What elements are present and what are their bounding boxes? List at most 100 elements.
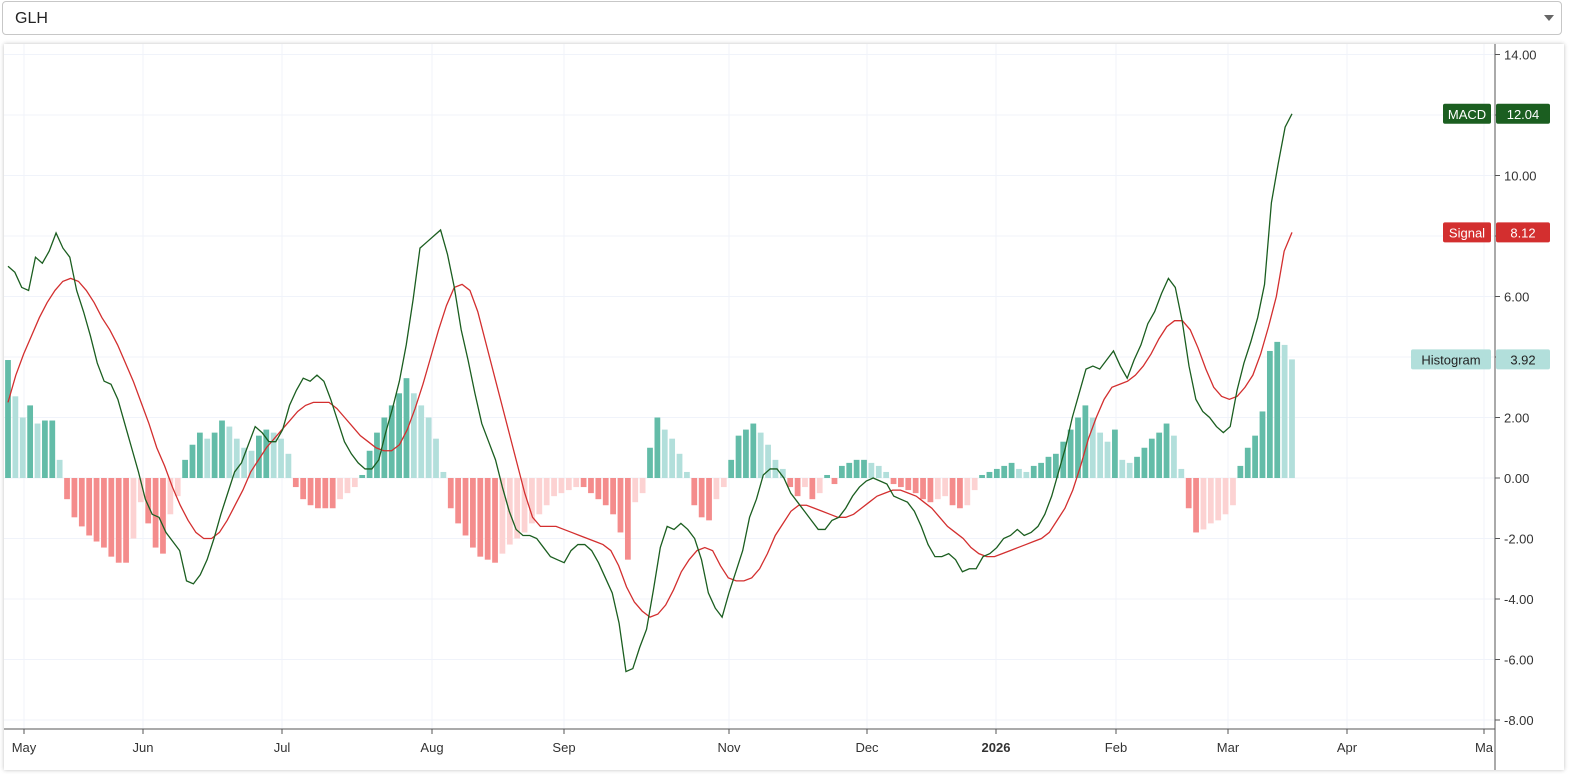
histogram-bar <box>1289 359 1295 478</box>
histogram-bar <box>447 478 454 509</box>
histogram-bar <box>831 478 838 485</box>
y-tick-label: 10.00 <box>1504 169 1537 184</box>
histogram-bar <box>1023 471 1030 478</box>
histogram-bar <box>529 478 535 524</box>
histogram-bar <box>1052 453 1059 478</box>
histogram-bar <box>838 465 845 478</box>
histogram-bar <box>720 478 727 488</box>
histogram-bar <box>514 478 521 539</box>
histogram-bar <box>1281 344 1288 478</box>
x-tick-label: Mar <box>1217 740 1240 755</box>
histogram-bar <box>211 432 218 479</box>
histogram-bar <box>979 474 985 478</box>
histogram-bar <box>728 459 735 478</box>
histogram-bar <box>595 478 602 500</box>
histogram-bar <box>1104 441 1111 478</box>
histogram-bar <box>624 478 631 560</box>
histogram-bar <box>115 478 122 563</box>
histogram-bar <box>661 429 668 478</box>
chart-panel[interactable]: 14.0012.0010.008.006.004.002.000.00-2.00… <box>4 44 1564 770</box>
histogram-bar <box>1244 447 1251 478</box>
histogram-bar <box>278 438 284 478</box>
histogram-bar <box>1200 478 1207 530</box>
histogram-bar <box>787 478 794 488</box>
histogram-bar <box>617 478 624 533</box>
histogram-bar <box>470 478 476 548</box>
histogram-bar <box>56 459 63 478</box>
histogram-bar <box>477 478 484 557</box>
y-tick-label: 6.00 <box>1504 290 1529 305</box>
y-tick-label: -4.00 <box>1504 592 1534 607</box>
histogram-bar <box>182 459 188 478</box>
histogram-bar <box>573 478 580 488</box>
histogram-bar <box>374 432 380 479</box>
histogram-bar <box>322 478 329 509</box>
histogram-bar <box>1030 465 1037 478</box>
signal-value-badge <box>1496 222 1550 243</box>
histogram-bar <box>536 478 543 515</box>
histogram-bar <box>410 393 417 478</box>
histogram-bar <box>396 393 402 478</box>
histogram-bar <box>403 378 410 478</box>
histogram-bar <box>868 462 875 479</box>
histogram-bar <box>484 478 491 560</box>
histogram-bar <box>521 478 528 533</box>
x-tick-label: Feb <box>1105 740 1127 755</box>
signal-name-label: Signal <box>1449 225 1485 240</box>
histogram-bar <box>42 420 48 478</box>
histogram-bar <box>440 471 447 478</box>
price-axis: 14.0012.0010.008.006.004.002.000.00-2.00… <box>1495 48 1537 728</box>
histogram-bar <box>1148 438 1155 478</box>
y-tick-label: -6.00 <box>1504 653 1534 668</box>
histogram-bar <box>588 478 594 494</box>
histogram-name-label: Histogram <box>1421 352 1480 367</box>
histogram-bar <box>875 465 882 478</box>
chevron-down-icon[interactable] <box>1544 15 1554 21</box>
histogram-bar <box>905 478 912 491</box>
histogram-bar <box>1112 429 1118 478</box>
x-tick-label: Jul <box>274 740 291 755</box>
histogram-bar <box>654 417 661 478</box>
macd-value-label: 12.04 <box>1507 107 1540 122</box>
x-tick-label: Ma <box>1475 740 1494 755</box>
histogram-bar <box>108 478 115 557</box>
histogram-bar <box>1193 478 1199 533</box>
x-tick-label: Apr <box>1337 740 1358 755</box>
histogram-bar <box>204 438 211 478</box>
histogram-bar <box>794 478 801 497</box>
macd-chart[interactable]: 14.0012.0010.008.006.004.002.000.00-2.00… <box>4 44 1564 770</box>
histogram-bar <box>920 478 926 500</box>
histogram-bar <box>1001 465 1008 478</box>
series-labels: MACD 12.04 Signal 8.12 Histogram 3.92 <box>1411 103 1550 370</box>
histogram-bar <box>639 478 646 494</box>
y-tick-label: -2.00 <box>1504 532 1534 547</box>
histogram-bar <box>93 478 100 542</box>
histogram-bar <box>1097 432 1104 479</box>
symbol-select[interactable]: GLH <box>2 1 1562 35</box>
x-tick-label: 2026 <box>982 740 1011 755</box>
histogram-bar <box>610 478 616 515</box>
histogram-bar <box>853 459 860 478</box>
x-tick-label: May <box>12 740 37 755</box>
histogram-bar <box>1237 465 1244 478</box>
histogram-bar <box>632 478 639 503</box>
histogram-bar <box>366 450 373 478</box>
histogram-bar <box>12 396 19 478</box>
histogram-name-badge <box>1411 349 1491 370</box>
histogram-bar <box>285 453 292 478</box>
histogram-bar <box>1171 435 1177 478</box>
histogram-bar <box>1119 459 1126 478</box>
histogram-bar <box>602 478 609 506</box>
histogram-bar <box>1252 435 1258 478</box>
histogram-bar <box>300 478 307 500</box>
histogram-bar <box>676 453 683 478</box>
histogram-bar <box>499 478 506 554</box>
histogram-bar <box>1178 468 1185 478</box>
histogram-bar <box>1126 462 1133 479</box>
histogram-bar <box>233 438 240 478</box>
histogram-bar <box>307 478 314 506</box>
histogram-bar <box>706 478 712 521</box>
histogram-bar <box>824 474 830 478</box>
histogram-bar <box>329 478 336 509</box>
histogram-bar <box>1156 432 1163 479</box>
